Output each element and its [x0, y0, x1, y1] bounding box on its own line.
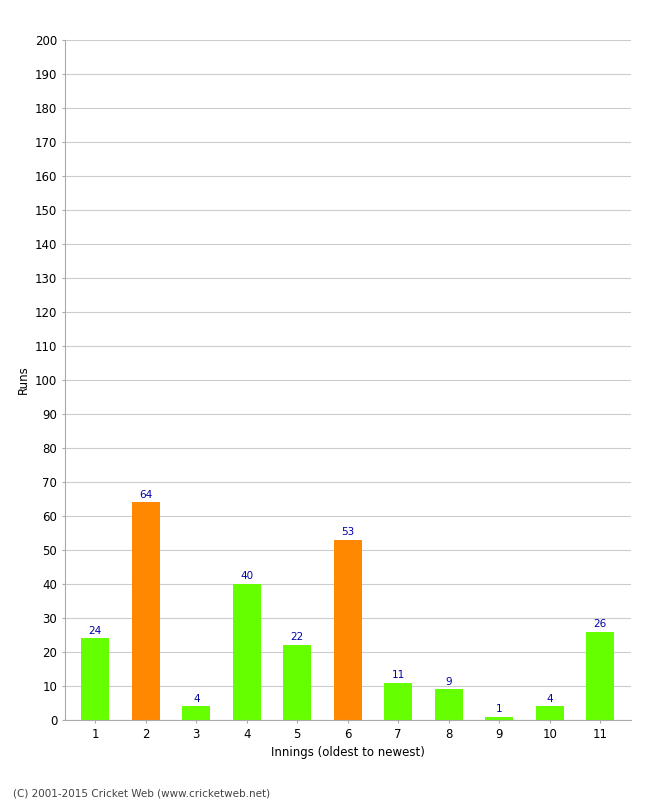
Bar [435, 690, 463, 720]
Bar [283, 645, 311, 720]
Text: 4: 4 [547, 694, 553, 704]
Y-axis label: Runs: Runs [16, 366, 29, 394]
Text: 11: 11 [391, 670, 405, 680]
Text: 9: 9 [445, 677, 452, 686]
Text: (C) 2001-2015 Cricket Web (www.cricketweb.net): (C) 2001-2015 Cricket Web (www.cricketwe… [13, 788, 270, 798]
Text: 24: 24 [88, 626, 102, 636]
Bar [586, 632, 614, 720]
Text: 26: 26 [593, 619, 607, 629]
Bar [132, 502, 160, 720]
Text: 53: 53 [341, 527, 354, 537]
Text: 40: 40 [240, 571, 254, 582]
Bar [384, 682, 412, 720]
Bar [334, 540, 361, 720]
Bar [183, 706, 210, 720]
Text: 22: 22 [291, 633, 304, 642]
Bar [233, 584, 261, 720]
Text: 64: 64 [139, 490, 152, 500]
X-axis label: Innings (oldest to newest): Innings (oldest to newest) [271, 746, 424, 759]
Bar [536, 706, 564, 720]
Text: 4: 4 [193, 694, 200, 704]
Bar [81, 638, 109, 720]
Bar [486, 717, 513, 720]
Text: 1: 1 [496, 704, 502, 714]
